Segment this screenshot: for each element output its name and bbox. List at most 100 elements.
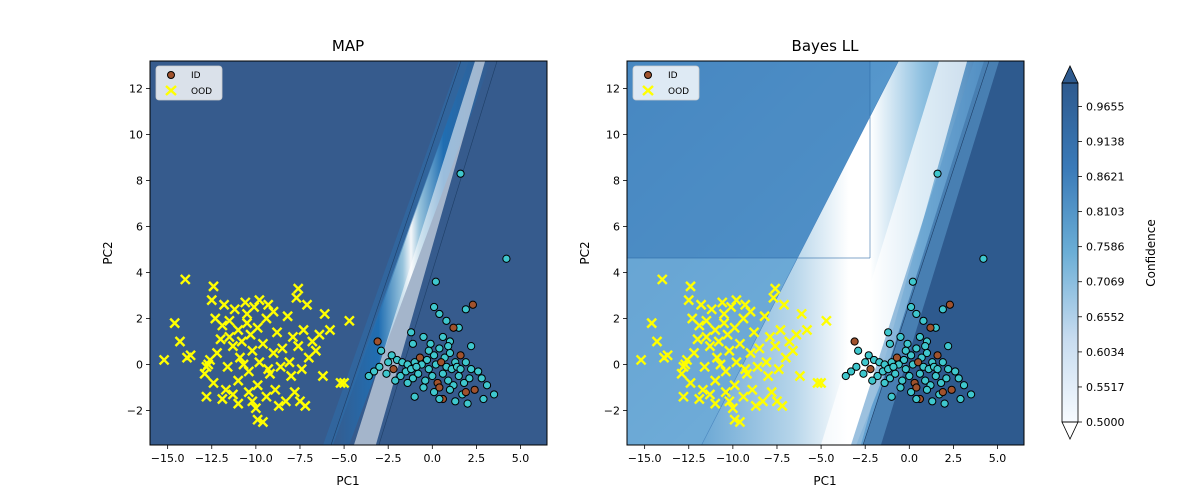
ood-point (211, 347, 223, 359)
legend-id-label: ID (668, 71, 678, 81)
id-point (369, 367, 379, 376)
ood-point (745, 347, 756, 359)
ood-point (319, 308, 331, 320)
id-point (954, 374, 963, 383)
ood-point (335, 377, 346, 389)
id-point (931, 371, 940, 381)
ood-point (282, 310, 293, 322)
ood-point (723, 345, 735, 357)
ood-point (294, 395, 306, 407)
ood-point (787, 345, 799, 357)
ood-point (215, 333, 226, 345)
id-point (903, 339, 912, 348)
ood-point (762, 370, 774, 382)
id-point (921, 342, 930, 351)
bayes-xlabel: PC1 (813, 474, 836, 488)
id-point (435, 344, 444, 353)
bayes-title: Bayes LL (792, 37, 860, 55)
id-point (438, 369, 447, 378)
ood-point (688, 347, 700, 359)
id-point (928, 397, 937, 406)
id-point (431, 277, 440, 286)
ood-point (745, 306, 756, 317)
colorbar-tick-label: 0.8103 (1086, 206, 1125, 219)
ood-point (314, 329, 325, 340)
ood-point (761, 356, 772, 368)
id-point (906, 351, 916, 360)
x-tick-label: −12.5 (672, 452, 706, 465)
ood-point (287, 331, 299, 343)
ood-point (257, 416, 269, 428)
map-legend: ID OOD (155, 65, 223, 101)
ood-point (651, 336, 663, 347)
colorbar-extend-bottom (1061, 421, 1079, 440)
ood-point (815, 377, 827, 389)
ood-point (796, 308, 808, 320)
y-tick-label: −2 (604, 405, 620, 418)
id-point (880, 378, 889, 388)
id-point (467, 342, 476, 351)
y-tick-label: 10 (129, 129, 143, 142)
bayes-legend: ID OOD (632, 65, 700, 101)
id-point (944, 342, 953, 351)
id-point (474, 367, 483, 376)
id-point (864, 351, 873, 360)
id-point (921, 376, 930, 385)
legend-ood-label: OOD (191, 87, 212, 97)
id-point (435, 309, 444, 319)
id-point (373, 337, 382, 346)
ood-point (310, 345, 322, 357)
id-point (912, 344, 921, 353)
colorbar-tick-label: 0.9138 (1086, 135, 1125, 148)
id-point (502, 254, 511, 263)
id-point (429, 388, 439, 397)
ood-point (704, 389, 716, 400)
id-point (489, 390, 499, 399)
ood-point (261, 391, 272, 403)
ood-point (224, 331, 235, 343)
id-point (933, 169, 942, 178)
y-tick-label: 2 (613, 313, 620, 326)
ood-point (801, 324, 813, 336)
ood-point (241, 317, 253, 329)
id-point (435, 394, 444, 404)
id-point (922, 385, 932, 394)
id-point (428, 371, 437, 381)
id-point (382, 369, 391, 378)
id-point (456, 351, 465, 360)
id-point (412, 362, 421, 371)
ood-point (280, 395, 292, 407)
ood-point (775, 324, 786, 336)
id-point (906, 302, 916, 312)
map-ylabel: PC2 (101, 241, 115, 264)
x-tick-label: −7.5 (287, 452, 314, 465)
bayes-confidence-surface (627, 61, 1024, 445)
ood-point (224, 315, 235, 327)
ood-point (208, 280, 219, 292)
ood-point (711, 352, 723, 363)
id-point (912, 383, 921, 392)
id-point (919, 316, 928, 325)
id-point (470, 385, 479, 394)
ood-point (757, 395, 769, 407)
y-tick-label: 12 (606, 83, 620, 96)
ood-point (715, 359, 726, 370)
id-point (456, 365, 465, 374)
ood-point (276, 343, 288, 354)
ood-point (656, 274, 668, 285)
map-xlabel: PC1 (336, 474, 359, 488)
id-point (408, 339, 418, 348)
id-point (846, 367, 856, 376)
ood-point (344, 315, 355, 327)
ood-point (773, 363, 785, 375)
map-panel: MAP PC1 PC2 −15.0 −12.5 −10.0 −7.5 −5.0 −2.5 0… (101, 37, 548, 488)
id-point (859, 369, 868, 378)
ood-point (202, 359, 214, 370)
id-point (940, 399, 949, 408)
x-tick-label: 2.5 (945, 452, 963, 465)
ood-point (738, 391, 749, 403)
id-point (873, 371, 882, 381)
x-tick-label: −2.5 (375, 452, 402, 465)
id-point (435, 383, 444, 392)
ood-point (206, 294, 218, 306)
